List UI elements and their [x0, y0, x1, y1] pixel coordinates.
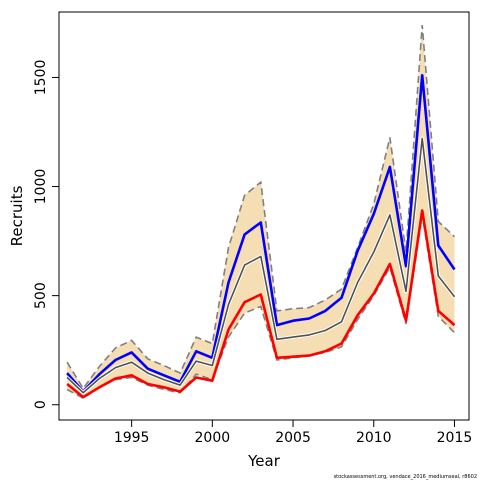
x-tick-label: 2010: [356, 430, 392, 446]
red-series-line: [66, 209, 456, 399]
black-series-line: [66, 137, 456, 394]
y-tick-label: 1000: [33, 169, 49, 205]
y-tick-label: 0: [33, 400, 49, 409]
footnote: stockassessment.org, vendace_2016_medium…: [334, 474, 477, 480]
x-tick-label: 1995: [114, 430, 150, 446]
x-axis-title: Year: [247, 452, 281, 470]
x-tick-label: 2005: [275, 430, 311, 446]
y-tick-label: 1500: [33, 60, 49, 96]
plot-frame: [58, 11, 470, 421]
y-tick-label: 500: [33, 282, 49, 309]
x-tick-label: 2000: [195, 430, 231, 446]
band-upper-line: [66, 25, 456, 390]
x-tick-label: 2015: [437, 430, 473, 446]
axes-layer: 1995 2000 2005 2010 2015 0 500 1000 1500: [33, 60, 472, 446]
confidence-band: [67, 25, 455, 399]
y-axis-title: Recruits: [8, 185, 26, 246]
plot-layer: [65, 25, 456, 400]
band-lower-line: [66, 214, 456, 400]
blue-series-line: [66, 74, 456, 393]
